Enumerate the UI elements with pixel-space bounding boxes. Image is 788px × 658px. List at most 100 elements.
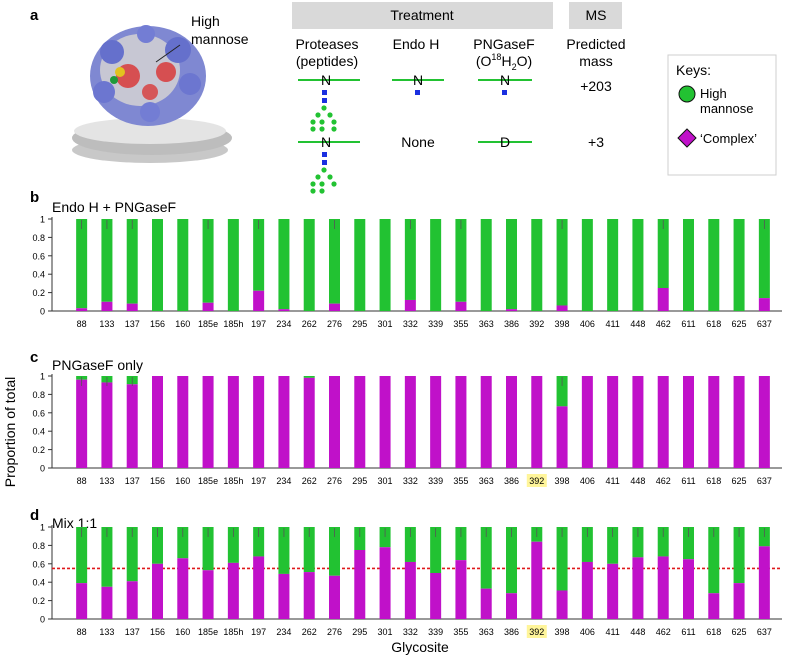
x-tick-label: 234 — [276, 476, 291, 486]
x-tick-label: 386 — [504, 319, 519, 329]
x-tick-label: 276 — [327, 476, 342, 486]
bar-complex — [76, 379, 88, 468]
bar-high-mannose — [581, 527, 593, 562]
x-tick-label: 448 — [630, 627, 645, 637]
col-proteases-2: (peptides) — [296, 53, 358, 69]
bar-high-mannose — [76, 219, 88, 309]
y-tick-label: 0 — [40, 307, 45, 317]
x-tick-label: 637 — [757, 319, 772, 329]
bar-complex — [683, 559, 694, 619]
bar-high-mannose — [303, 527, 315, 573]
y-tick-label: 0.4 — [32, 270, 45, 280]
bar-complex — [455, 560, 467, 619]
x-tick-label: 88 — [77, 476, 87, 486]
bar-complex — [632, 557, 644, 619]
bar-high-mannose — [430, 219, 442, 311]
y-tick-label: 1 — [40, 372, 45, 382]
bar-complex — [152, 376, 163, 468]
x-tick-label: 185e — [198, 319, 218, 329]
col-mass-2: mass — [579, 53, 612, 69]
bar-complex — [76, 583, 88, 619]
bar-complex — [101, 586, 113, 619]
bar-complex — [253, 556, 265, 619]
bar-complex — [455, 376, 467, 468]
x-tick-label: 411 — [605, 476, 619, 486]
bar-complex — [758, 376, 770, 468]
bar-complex — [556, 406, 568, 468]
x-tick-label: 637 — [757, 476, 772, 486]
x-tick-label: 160 — [175, 627, 190, 637]
bar-complex — [278, 309, 290, 311]
panel-a: a High mannose Treatment MS — [30, 2, 777, 194]
y-tick-label: 1 — [40, 523, 45, 533]
bar-high-mannose — [455, 527, 467, 561]
x-tick-label: 88 — [77, 319, 87, 329]
bar-complex — [227, 562, 239, 619]
bar-high-mannose — [657, 527, 669, 557]
x-tick-label: 339 — [428, 627, 443, 637]
chart-panel-c: 0 0.2 0.4 0.6 0.8 1 88 133 137 156 160 185e 185h 197 2… — [32, 372, 782, 487]
x-tick-label: 295 — [352, 476, 367, 486]
predicted-mass-row2: +3 — [588, 134, 604, 150]
panel-c-title: PNGaseF only — [52, 357, 143, 373]
x-tick-label: 355 — [453, 627, 468, 637]
bar-complex — [253, 376, 265, 468]
x-tick-label: 234 — [276, 319, 291, 329]
x-tick-label: 332 — [403, 319, 418, 329]
bar-complex — [303, 377, 315, 468]
x-tick-label: 137 — [125, 476, 140, 486]
bar-complex — [708, 593, 720, 619]
bar-complex — [430, 376, 442, 468]
bar-high-mannose — [101, 219, 113, 302]
x-tick-label: 332 — [403, 476, 418, 486]
residue-n: N — [500, 72, 510, 88]
bar-complex — [202, 570, 214, 619]
col-pngasef-2: (O18H2O) — [476, 52, 532, 72]
bar-complex — [708, 376, 720, 468]
bar-complex — [329, 303, 340, 311]
glycoprotein-structure-illustration — [72, 25, 232, 163]
bar-high-mannose — [126, 527, 138, 582]
bar-complex — [278, 573, 290, 619]
y-tick-label: 0.2 — [32, 596, 45, 606]
col-pngasef-1: PNGaseF — [473, 36, 534, 52]
y-axis-title: Proportion of total — [2, 377, 18, 488]
bar-high-mannose — [101, 527, 113, 587]
bar-high-mannose — [253, 527, 265, 557]
x-tick-label: 185e — [198, 627, 218, 637]
bar-complex — [379, 547, 391, 619]
bar-high-mannose — [202, 527, 214, 571]
y-tick-label: 0 — [40, 464, 45, 474]
bar-high-mannose — [758, 219, 770, 299]
bar-complex — [126, 581, 138, 619]
x-tick-label: 301 — [378, 476, 393, 486]
bar-complex — [531, 541, 543, 619]
x-tick-label: 411 — [605, 319, 619, 329]
x-tick-label: 262 — [302, 319, 317, 329]
residue-n: N — [321, 134, 331, 150]
bar-high-mannose — [657, 219, 669, 288]
bar-high-mannose — [177, 219, 189, 311]
x-tick-label: 276 — [327, 319, 342, 329]
x-tick-label: 462 — [656, 476, 671, 486]
structure-label-mannose: mannose — [191, 31, 249, 47]
chart-panel-d: 0 0.2 0.4 0.6 0.8 1 88 133 137 156 160 185e 185h 197 2… — [32, 523, 782, 638]
keys-legend: Keys: High mannose ‘Complex’ — [667, 54, 777, 176]
bar-complex — [480, 588, 492, 619]
x-tick-label: 301 — [378, 319, 393, 329]
bar-high-mannose — [556, 219, 568, 306]
bar-high-mannose — [733, 527, 745, 584]
bar-high-mannose — [581, 219, 593, 311]
bar-high-mannose — [455, 219, 467, 302]
bar-high-mannose — [152, 527, 163, 564]
bar-complex — [506, 309, 517, 311]
y-tick-label: 0.6 — [32, 408, 45, 418]
x-tick-label: 411 — [605, 627, 619, 637]
x-tick-label: 160 — [175, 319, 190, 329]
bar-high-mannose — [708, 219, 720, 311]
bar-high-mannose — [278, 527, 290, 574]
bar-complex — [404, 299, 416, 311]
bar-complex — [404, 376, 416, 468]
x-tick-label: 618 — [706, 627, 721, 637]
x-tick-label: 392 — [529, 476, 544, 486]
